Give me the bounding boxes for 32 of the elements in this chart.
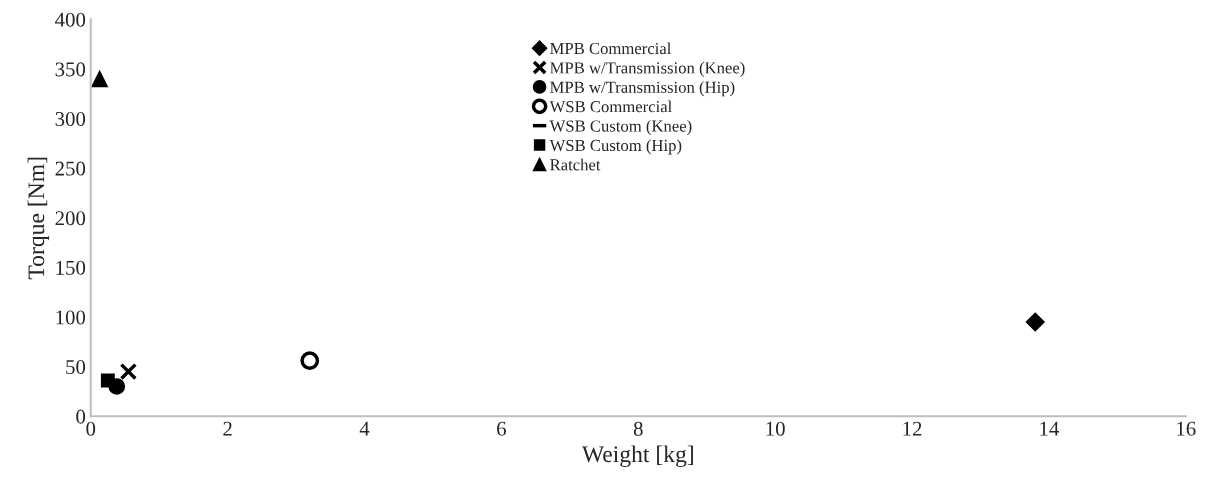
point (300, 351, 320, 371)
x-tick-label: 4 (359, 421, 370, 436)
point (1025, 312, 1045, 332)
y-tick-label: 150 (56, 260, 86, 275)
y-axis-title: Torque [Nm] (27, 157, 50, 280)
legend-label: WSB Custom (Hip) (549, 139, 682, 155)
point (119, 362, 138, 381)
legend-label: MPB Commercial (550, 42, 672, 55)
y-tick-label: 300 (55, 111, 86, 127)
x-tick-label: 16 (1177, 421, 1196, 436)
y-tick-label: 50 (66, 360, 86, 375)
x-tick-label: 14 (1040, 421, 1060, 436)
x-tick-label: 12 (903, 421, 922, 436)
x-tick-label: 6 (497, 421, 506, 436)
x-tick-label: 2 (223, 421, 232, 436)
legend-label: WSB Custom (Knee) (549, 119, 692, 136)
x-tick-label: 0 (86, 421, 96, 436)
y-tick-label: 250 (55, 161, 86, 176)
x-tick-label: 10 (766, 421, 785, 436)
point (91, 70, 108, 88)
legend-label: MPB w/Transmission (Hip) (550, 81, 735, 97)
y-tick-label: 100 (56, 310, 86, 325)
legend-label: Ratchet (550, 158, 601, 171)
legend-label: MPB w/Transmission (Knee) (550, 61, 745, 77)
y-tick-label: 350 (55, 62, 86, 77)
y-tick-label: 0 (76, 409, 86, 424)
y-tick-label: 400 (55, 12, 86, 27)
x-axis-title: Weight [kg] (581, 445, 693, 468)
x-tick-label: 8 (633, 421, 643, 436)
legend-label: WSB Commercial (549, 100, 672, 113)
y-tick-label: 200 (55, 211, 86, 226)
point (100, 373, 115, 388)
